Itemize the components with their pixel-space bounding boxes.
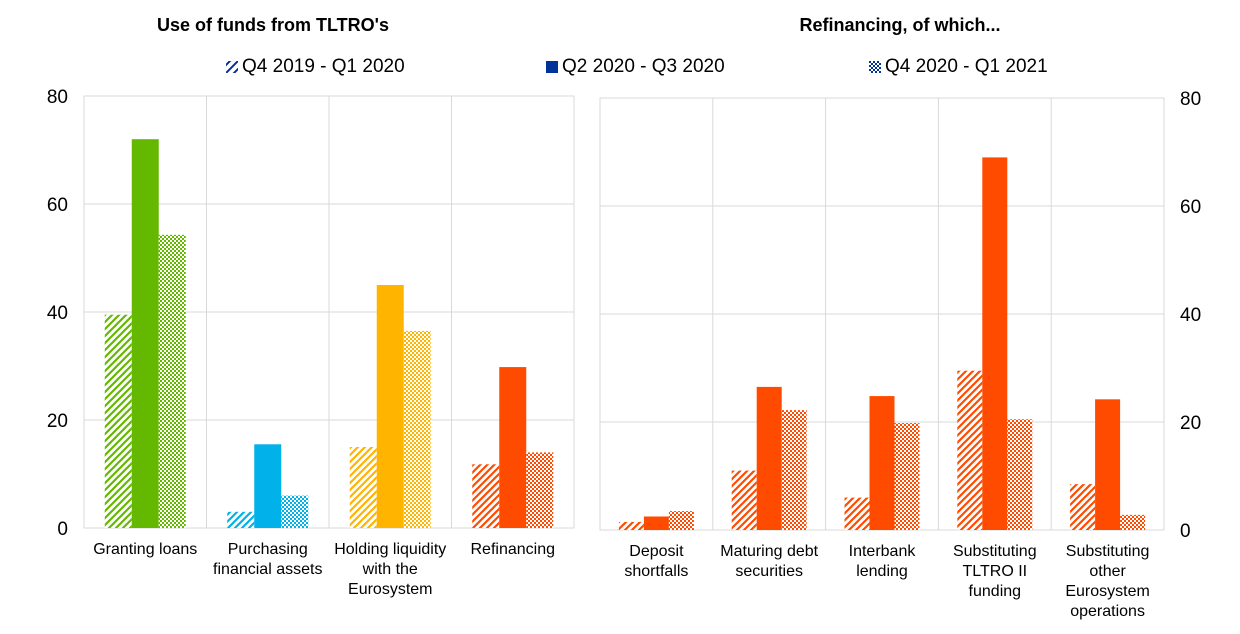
bar-refinancing-q4-2019-q1-2020 — [472, 464, 500, 528]
chart-title-use-of-funds: Use of funds from TLTRO's — [157, 15, 389, 35]
legend-item-q2-2020-q3-2020: Q2 2020 - Q3 2020 — [546, 56, 725, 78]
bar-refinancing-q2-2020-q3-2020 — [499, 367, 527, 528]
chart-title-refinancing: Refinancing, of which... — [799, 15, 1000, 35]
bar-deposit-shortfalls-q4-2019-q1-2020 — [618, 521, 644, 530]
y-tick-label: 60 — [1180, 197, 1201, 218]
bar-holding-liquidity-with-the-eurosystem-q4-2020-q1-2021 — [403, 330, 431, 528]
y-tick-label: 80 — [1180, 89, 1201, 110]
x-tick-label-purchasing-financial-assets: Purchasing financial assets — [213, 541, 322, 578]
x-tick-label-maturing-debt-securities: Maturing debt securities — [720, 543, 818, 580]
dotted-swatch-icon — [869, 61, 881, 73]
bar-holding-liquidity-with-the-eurosystem-q2-2020-q3-2020 — [376, 285, 404, 528]
bar-substituting-other-eurosystem-operations-q4-2020-q1-2021 — [1120, 514, 1146, 530]
y-tick-label: 0 — [57, 519, 68, 540]
legend-label: Q4 2020 - Q1 2021 — [885, 56, 1048, 77]
y-tick-label: 80 — [47, 87, 68, 108]
chart-use-of-funds: 0 20 40 60 80 Granting loans Purchasing financi… — [47, 87, 575, 598]
bar-purchasing-financial-assets-q4-2019-q1-2020 — [227, 511, 255, 528]
bar-maturing-debt-securities-q2-2020-q3-2020 — [756, 386, 782, 530]
legend-item-q4-2019-q1-2020: Q4 2019 - Q1 2020 — [226, 56, 405, 78]
bar-substituting-tltro-ii-funding-q2-2020-q3-2020 — [982, 157, 1008, 530]
legend-label: Q2 2020 - Q3 2020 — [562, 56, 725, 77]
x-tick-label-granting-loans: Granting loans — [93, 541, 197, 558]
y-tick-label: 20 — [47, 411, 68, 432]
bar-holding-liquidity-with-the-eurosystem-q4-2019-q1-2020 — [349, 447, 377, 528]
x-tick-label-refinancing: Refinancing — [471, 541, 556, 558]
bar-substituting-other-eurosystem-operations-q2-2020-q3-2020 — [1095, 399, 1121, 530]
bar-purchasing-financial-assets-q2-2020-q3-2020 — [254, 444, 282, 528]
x-tick-label-deposit-shortfalls: Deposit shortfalls — [624, 543, 688, 580]
x-tick-label-interbank-lending: Interbank lending — [849, 543, 917, 580]
bar-granting-loans-q2-2020-q3-2020 — [131, 139, 159, 528]
bar-purchasing-financial-assets-q4-2020-q1-2021 — [281, 495, 309, 528]
bar-substituting-tltro-ii-funding-q4-2019-q1-2020 — [957, 370, 983, 530]
chart-refinancing-breakdown: 0 20 40 60 80 Deposit shortfalls Maturing debt s… — [599, 89, 1201, 620]
y-tick-label: 20 — [1180, 413, 1201, 434]
x-tick-label-holding-liquidity-with-the-eurosystem: Holding liquidity with the Eurosystem — [334, 541, 446, 598]
y-tick-label: 40 — [47, 303, 68, 324]
bar-deposit-shortfalls-q2-2020-q3-2020 — [643, 516, 669, 530]
hatch-swatch-icon — [226, 61, 238, 73]
legend-label: Q4 2019 - Q1 2020 — [242, 56, 405, 77]
legend-item-q4-2020-q1-2021: Q4 2020 - Q1 2021 — [869, 56, 1048, 78]
solid-swatch-icon — [546, 61, 558, 73]
bar-granting-loans-q4-2020-q1-2021 — [158, 234, 186, 528]
legend: Q4 2019 - Q1 2020 Q2 2020 - Q3 2020 Q4 2… — [0, 56, 1240, 80]
bar-interbank-lending-q4-2020-q1-2021 — [894, 423, 920, 530]
bar-maturing-debt-securities-q4-2019-q1-2020 — [731, 470, 757, 530]
bar-maturing-debt-securities-q4-2020-q1-2021 — [781, 410, 807, 530]
bar-granting-loans-q4-2019-q1-2020 — [104, 314, 132, 528]
bar-substituting-tltro-ii-funding-q4-2020-q1-2021 — [1007, 419, 1033, 530]
bar-substituting-other-eurosystem-operations-q4-2019-q1-2020 — [1070, 484, 1096, 530]
bar-interbank-lending-q4-2019-q1-2020 — [844, 497, 870, 530]
bar-interbank-lending-q2-2020-q3-2020 — [869, 396, 895, 530]
y-tick-label: 60 — [47, 195, 68, 216]
y-tick-label: 40 — [1180, 305, 1201, 326]
bar-refinancing-q4-2020-q1-2021 — [526, 452, 554, 528]
x-tick-label-substituting-tltro-ii-funding: Substituting TLTRO II funding — [953, 543, 1037, 600]
y-tick-label: 0 — [1180, 521, 1191, 542]
bar-deposit-shortfalls-q4-2020-q1-2021 — [668, 511, 694, 530]
x-tick-label-substituting-other-eurosystem-operations: Substituting other Eurosystem operations — [1065, 543, 1149, 620]
